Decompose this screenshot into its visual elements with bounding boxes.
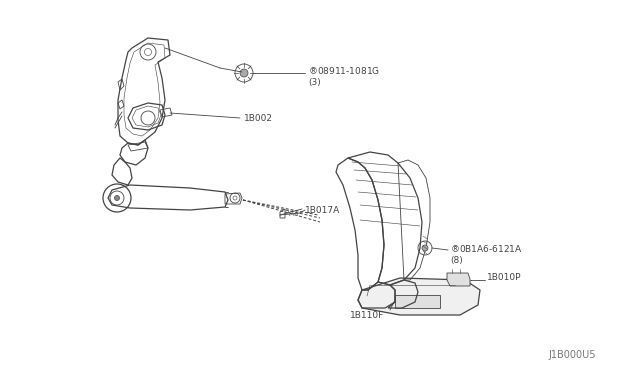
Text: (3): (3) bbox=[308, 77, 321, 87]
Text: 1B110F: 1B110F bbox=[350, 311, 384, 320]
Text: (8): (8) bbox=[450, 256, 463, 264]
Polygon shape bbox=[358, 278, 480, 315]
Circle shape bbox=[422, 245, 428, 251]
Circle shape bbox=[115, 196, 120, 201]
Polygon shape bbox=[447, 273, 470, 286]
Text: 1B010P: 1B010P bbox=[487, 273, 522, 282]
Text: $\circledR$08911-1081G: $\circledR$08911-1081G bbox=[308, 64, 380, 76]
Text: 1B017A: 1B017A bbox=[305, 205, 340, 215]
Polygon shape bbox=[395, 295, 440, 308]
Text: $\circledR$0B1A6-6121A: $\circledR$0B1A6-6121A bbox=[450, 243, 523, 253]
Text: 1B002: 1B002 bbox=[244, 113, 273, 122]
Circle shape bbox=[240, 69, 248, 77]
Text: J1B000U5: J1B000U5 bbox=[548, 350, 595, 360]
